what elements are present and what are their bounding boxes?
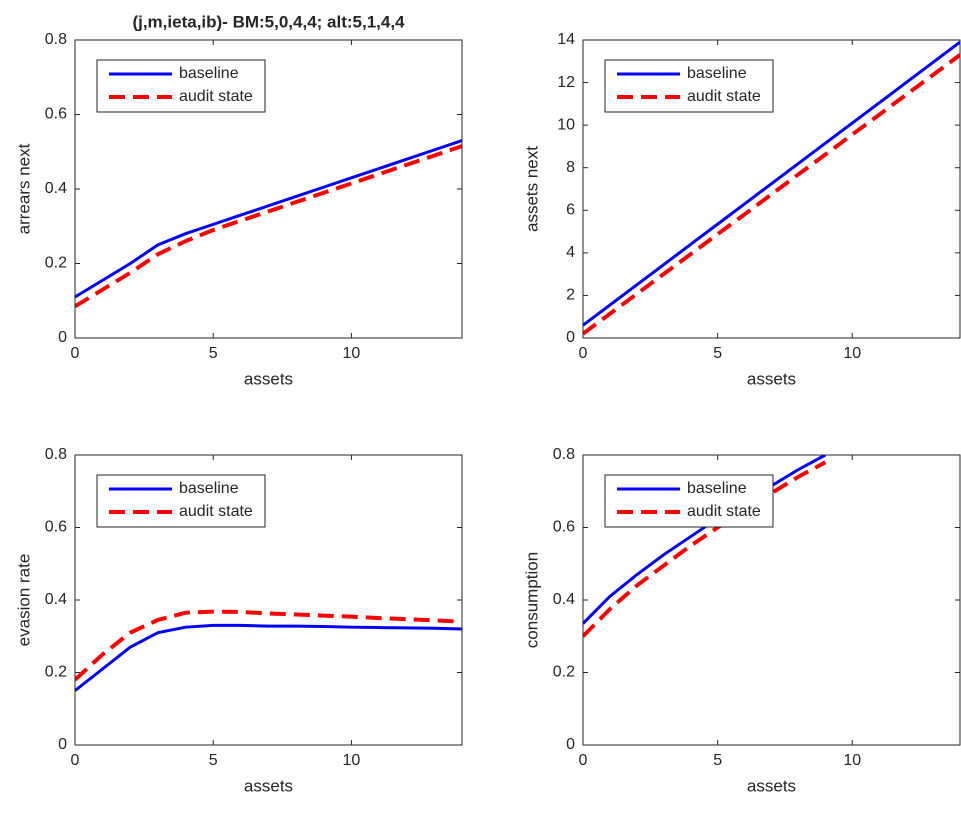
y-axis-label: arrears next <box>14 143 33 234</box>
y-tick-label: 0.2 <box>45 664 67 681</box>
y-tick-label: 0 <box>58 329 67 346</box>
legend-box <box>96 474 266 528</box>
legend-label: baseline <box>179 480 239 497</box>
data-line <box>583 53 960 336</box>
x-tick-label: 10 <box>843 752 861 769</box>
x-tick-label: 10 <box>343 752 361 769</box>
subplot: 0 5 10 0 0.2 0.4 0.6 0.8 assets evasion rate basel… <box>14 446 463 795</box>
legend-label: audit state <box>179 88 253 105</box>
y-tick-label: 0 <box>58 736 67 753</box>
axes-frame <box>74 454 463 746</box>
chart-title: (j,m,ieta,ib)- BM:5,0,4,4; alt:5,1,4,4 <box>132 12 405 31</box>
y-tick-label: 4 <box>566 244 575 261</box>
legend-label: baseline <box>179 65 239 82</box>
y-tick-label: 0.4 <box>45 180 67 197</box>
x-tick-label: 5 <box>713 345 722 362</box>
axes-frame <box>74 39 463 339</box>
y-tick-label: 0.8 <box>45 446 67 463</box>
x-axis-label: assets <box>747 369 796 388</box>
subplot: 0 5 10 0 0.2 0.4 0.6 0.8 assets consumption baseli… <box>522 446 961 795</box>
legend-label: baseline <box>687 480 747 497</box>
y-tick-label: 0.8 <box>553 446 575 463</box>
legend-box <box>96 59 266 113</box>
data-line <box>583 40 960 327</box>
data-line <box>75 609 462 682</box>
x-tick-label: 5 <box>713 752 722 769</box>
y-tick-label: 10 <box>557 116 575 133</box>
data-line <box>75 623 462 692</box>
y-tick-label: 0 <box>566 329 575 346</box>
y-tick-label: 14 <box>557 31 575 48</box>
y-tick-label: 0 <box>566 736 575 753</box>
x-tick-label: 10 <box>843 345 861 362</box>
y-tick-label: 0.2 <box>45 255 67 272</box>
x-axis-label: assets <box>244 369 293 388</box>
y-axis-label: consumption <box>522 552 541 648</box>
y-axis-label: evasion rate <box>14 554 33 647</box>
subplot: 0 5 10 0 2 4 6 8 10 12 14 assets assets next baseline… <box>522 31 961 388</box>
x-tick-label: 5 <box>209 752 218 769</box>
x-tick-label: 0 <box>71 752 80 769</box>
y-tick-label: 0.6 <box>553 519 575 536</box>
subplot: 0 5 10 0 0.2 0.4 0.6 0.8 assets arrears next (j,m,… <box>14 12 463 388</box>
data-line <box>75 144 462 309</box>
y-tick-label: 0.4 <box>553 591 575 608</box>
legend-label: audit state <box>687 88 761 105</box>
legend-box <box>604 474 774 528</box>
y-tick-label: 0.8 <box>45 31 67 48</box>
y-tick-label: 0.6 <box>45 519 67 536</box>
data-line <box>583 455 827 625</box>
axes-frame <box>582 39 961 339</box>
data-line <box>75 139 462 299</box>
y-tick-label: 0.4 <box>45 591 67 608</box>
x-axis-label: assets <box>244 776 293 795</box>
data-line <box>583 460 827 638</box>
y-tick-label: 2 <box>566 287 575 304</box>
x-tick-label: 0 <box>579 752 588 769</box>
x-tick-label: 5 <box>209 345 218 362</box>
y-tick-label: 8 <box>566 159 575 176</box>
legend-label: audit state <box>687 503 761 520</box>
y-tick-label: 12 <box>557 74 575 91</box>
y-axis-label: assets next <box>522 146 541 232</box>
legend-label: baseline <box>687 65 747 82</box>
axes-frame <box>582 454 961 746</box>
x-tick-label: 0 <box>579 345 588 362</box>
y-tick-label: 6 <box>566 202 575 219</box>
y-tick-label: 0.6 <box>45 106 67 123</box>
x-axis-label: assets <box>747 776 796 795</box>
x-tick-label: 10 <box>343 345 361 362</box>
legend-label: audit state <box>179 503 253 520</box>
legend-box <box>604 59 774 113</box>
x-tick-label: 0 <box>71 345 80 362</box>
y-tick-label: 0.2 <box>553 664 575 681</box>
